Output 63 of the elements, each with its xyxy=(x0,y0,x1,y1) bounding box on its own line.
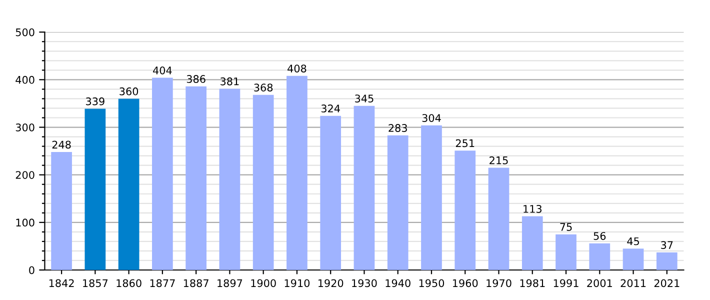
x-tick-label: 1910 xyxy=(284,279,310,288)
x-tick-label: 1991 xyxy=(554,279,578,288)
bar xyxy=(656,252,678,270)
data-label: 404 xyxy=(153,66,172,74)
y-tick-label: 500 xyxy=(16,28,34,36)
x-tick-label: 2011 xyxy=(620,279,646,288)
data-label: 408 xyxy=(288,64,306,72)
data-label: 251 xyxy=(456,139,474,148)
data-label: 386 xyxy=(186,75,206,83)
y-tick-label: 400 xyxy=(16,76,34,84)
y-tick-label: 100 xyxy=(16,218,34,227)
bar xyxy=(556,234,576,270)
x-tick-label: 1950 xyxy=(419,279,444,288)
data-label: 113 xyxy=(524,204,542,213)
bar xyxy=(421,125,442,270)
data-label: 368 xyxy=(254,84,273,92)
x-tick-label: 1970 xyxy=(486,279,512,288)
bar xyxy=(488,168,510,270)
bar xyxy=(252,94,274,270)
bar xyxy=(589,243,610,270)
x-tick-label: 1940 xyxy=(386,279,410,288)
data-label: 283 xyxy=(388,124,407,132)
data-label: 345 xyxy=(355,94,374,102)
bar xyxy=(219,88,240,270)
data-label: 45 xyxy=(627,237,639,246)
data-label: 324 xyxy=(321,104,340,112)
x-tick-label: 1897 xyxy=(218,279,242,288)
y-tick-label: 0 xyxy=(29,266,34,274)
data-label: 339 xyxy=(86,97,104,106)
x-tick-label: 1860 xyxy=(116,279,142,288)
bar xyxy=(118,98,140,270)
bar xyxy=(84,108,106,270)
bar xyxy=(454,150,476,270)
bar xyxy=(320,116,342,270)
x-tick-label: 1887 xyxy=(184,279,208,288)
x-tick-label: 1857 xyxy=(83,279,108,288)
bar xyxy=(622,248,644,270)
x-tick-label: 1900 xyxy=(251,279,276,288)
y-tick-label: 200 xyxy=(16,171,34,179)
x-tick-label: 1842 xyxy=(49,279,74,288)
bar xyxy=(51,152,72,270)
x-tick-label: 1930 xyxy=(352,279,377,288)
data-label: 37 xyxy=(661,241,673,249)
x-tick-label: 2021 xyxy=(654,279,680,288)
data-label: 381 xyxy=(220,77,239,86)
bar xyxy=(186,86,206,270)
data-label: 56 xyxy=(594,232,606,240)
bar xyxy=(387,135,408,270)
x-tick-label: 1960 xyxy=(453,279,478,288)
bar xyxy=(286,76,308,270)
x-tick-label: 1877 xyxy=(150,279,175,288)
bar xyxy=(354,106,375,270)
data-label: 360 xyxy=(120,87,138,96)
x-tick-label: 1981 xyxy=(520,279,545,288)
data-label: 215 xyxy=(490,156,508,164)
data-label: 248 xyxy=(52,140,71,149)
y-tick-label: 300 xyxy=(16,123,34,132)
data-label: 75 xyxy=(560,223,572,231)
x-tick-label: 1920 xyxy=(318,279,344,288)
data-label: 304 xyxy=(422,114,441,122)
x-tick-label: 2001 xyxy=(587,279,612,288)
bar xyxy=(152,78,173,270)
bar xyxy=(522,216,543,270)
